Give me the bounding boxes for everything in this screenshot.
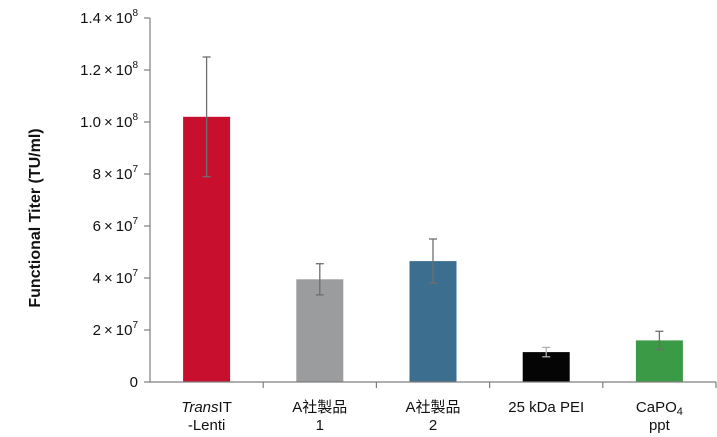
y-axis-label: Functional Titer (TU/ml) — [27, 128, 44, 307]
x-tick-label: CaPO4 — [636, 399, 683, 418]
x-tick-label: A社製品 — [405, 399, 460, 416]
y-tick-label: 1.0 × 108 — [80, 112, 138, 131]
x-tick-label: 2 — [429, 417, 437, 434]
y-tick-label: 1.2 × 108 — [80, 60, 138, 79]
y-tick-label: 6 × 107 — [93, 216, 139, 235]
y-tick-label: 4 × 107 — [93, 268, 139, 287]
x-tick-label: A社製品 — [292, 399, 347, 416]
y-tick-label: 2 × 107 — [93, 320, 139, 339]
y-tick-label: 8 × 107 — [93, 164, 139, 183]
bar — [296, 279, 344, 382]
x-axis-ticks — [262, 382, 717, 388]
y-tick-label: 1.4 × 108 — [80, 8, 138, 27]
x-tick-label: 1 — [316, 417, 324, 434]
bars — [183, 116, 683, 383]
x-tick-label: 25 kDa PEI — [508, 399, 584, 416]
x-tick-label: TransIT — [181, 399, 232, 416]
y-tick-label: 0 — [130, 374, 138, 391]
x-tick-label: ppt — [649, 417, 671, 434]
x-tick-label: -Lenti — [188, 417, 226, 434]
error-bars — [202, 56, 664, 358]
y-axis-ticks: 1.4 × 108 1.2 × 108 1.0 × 108 8 × 107 6 × 10… — [80, 8, 150, 391]
